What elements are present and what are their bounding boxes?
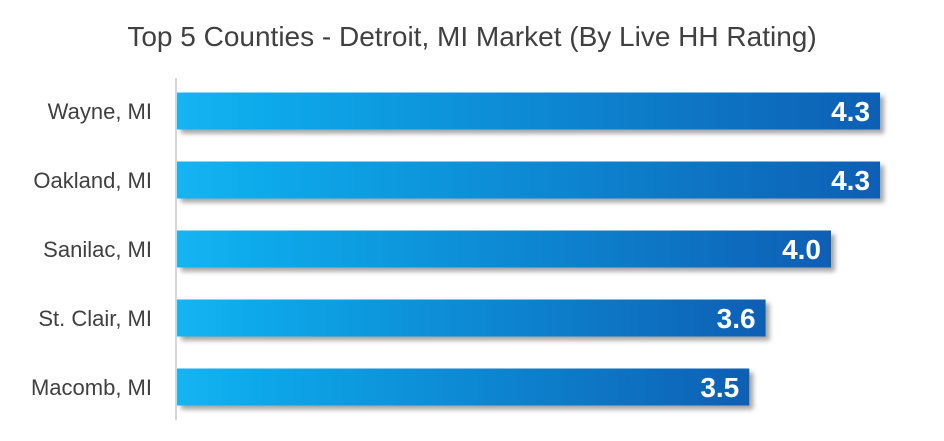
category-label: Wayne, MI (48, 99, 152, 124)
data-label: 4.0 (782, 234, 821, 265)
bars: Wayne, MI 4.3 Oakland, MI 4.3 Sanilac, MI 4.0… (31, 92, 881, 406)
category-label: St. Clair, MI (38, 306, 152, 331)
bar (177, 368, 750, 406)
bar (177, 230, 831, 268)
category-label: Oakland, MI (33, 168, 152, 193)
data-label: 4.3 (831, 165, 870, 196)
bar (177, 299, 766, 337)
bar (177, 161, 881, 199)
bar (177, 92, 881, 130)
data-label: 3.5 (700, 372, 739, 403)
data-label: 4.3 (831, 96, 870, 127)
category-label: Sanilac, MI (43, 237, 152, 262)
chart-title: Top 5 Counties - Detroit, MI Market (By … (127, 21, 816, 52)
data-label: 3.6 (717, 303, 756, 334)
category-label: Macomb, MI (31, 375, 152, 400)
